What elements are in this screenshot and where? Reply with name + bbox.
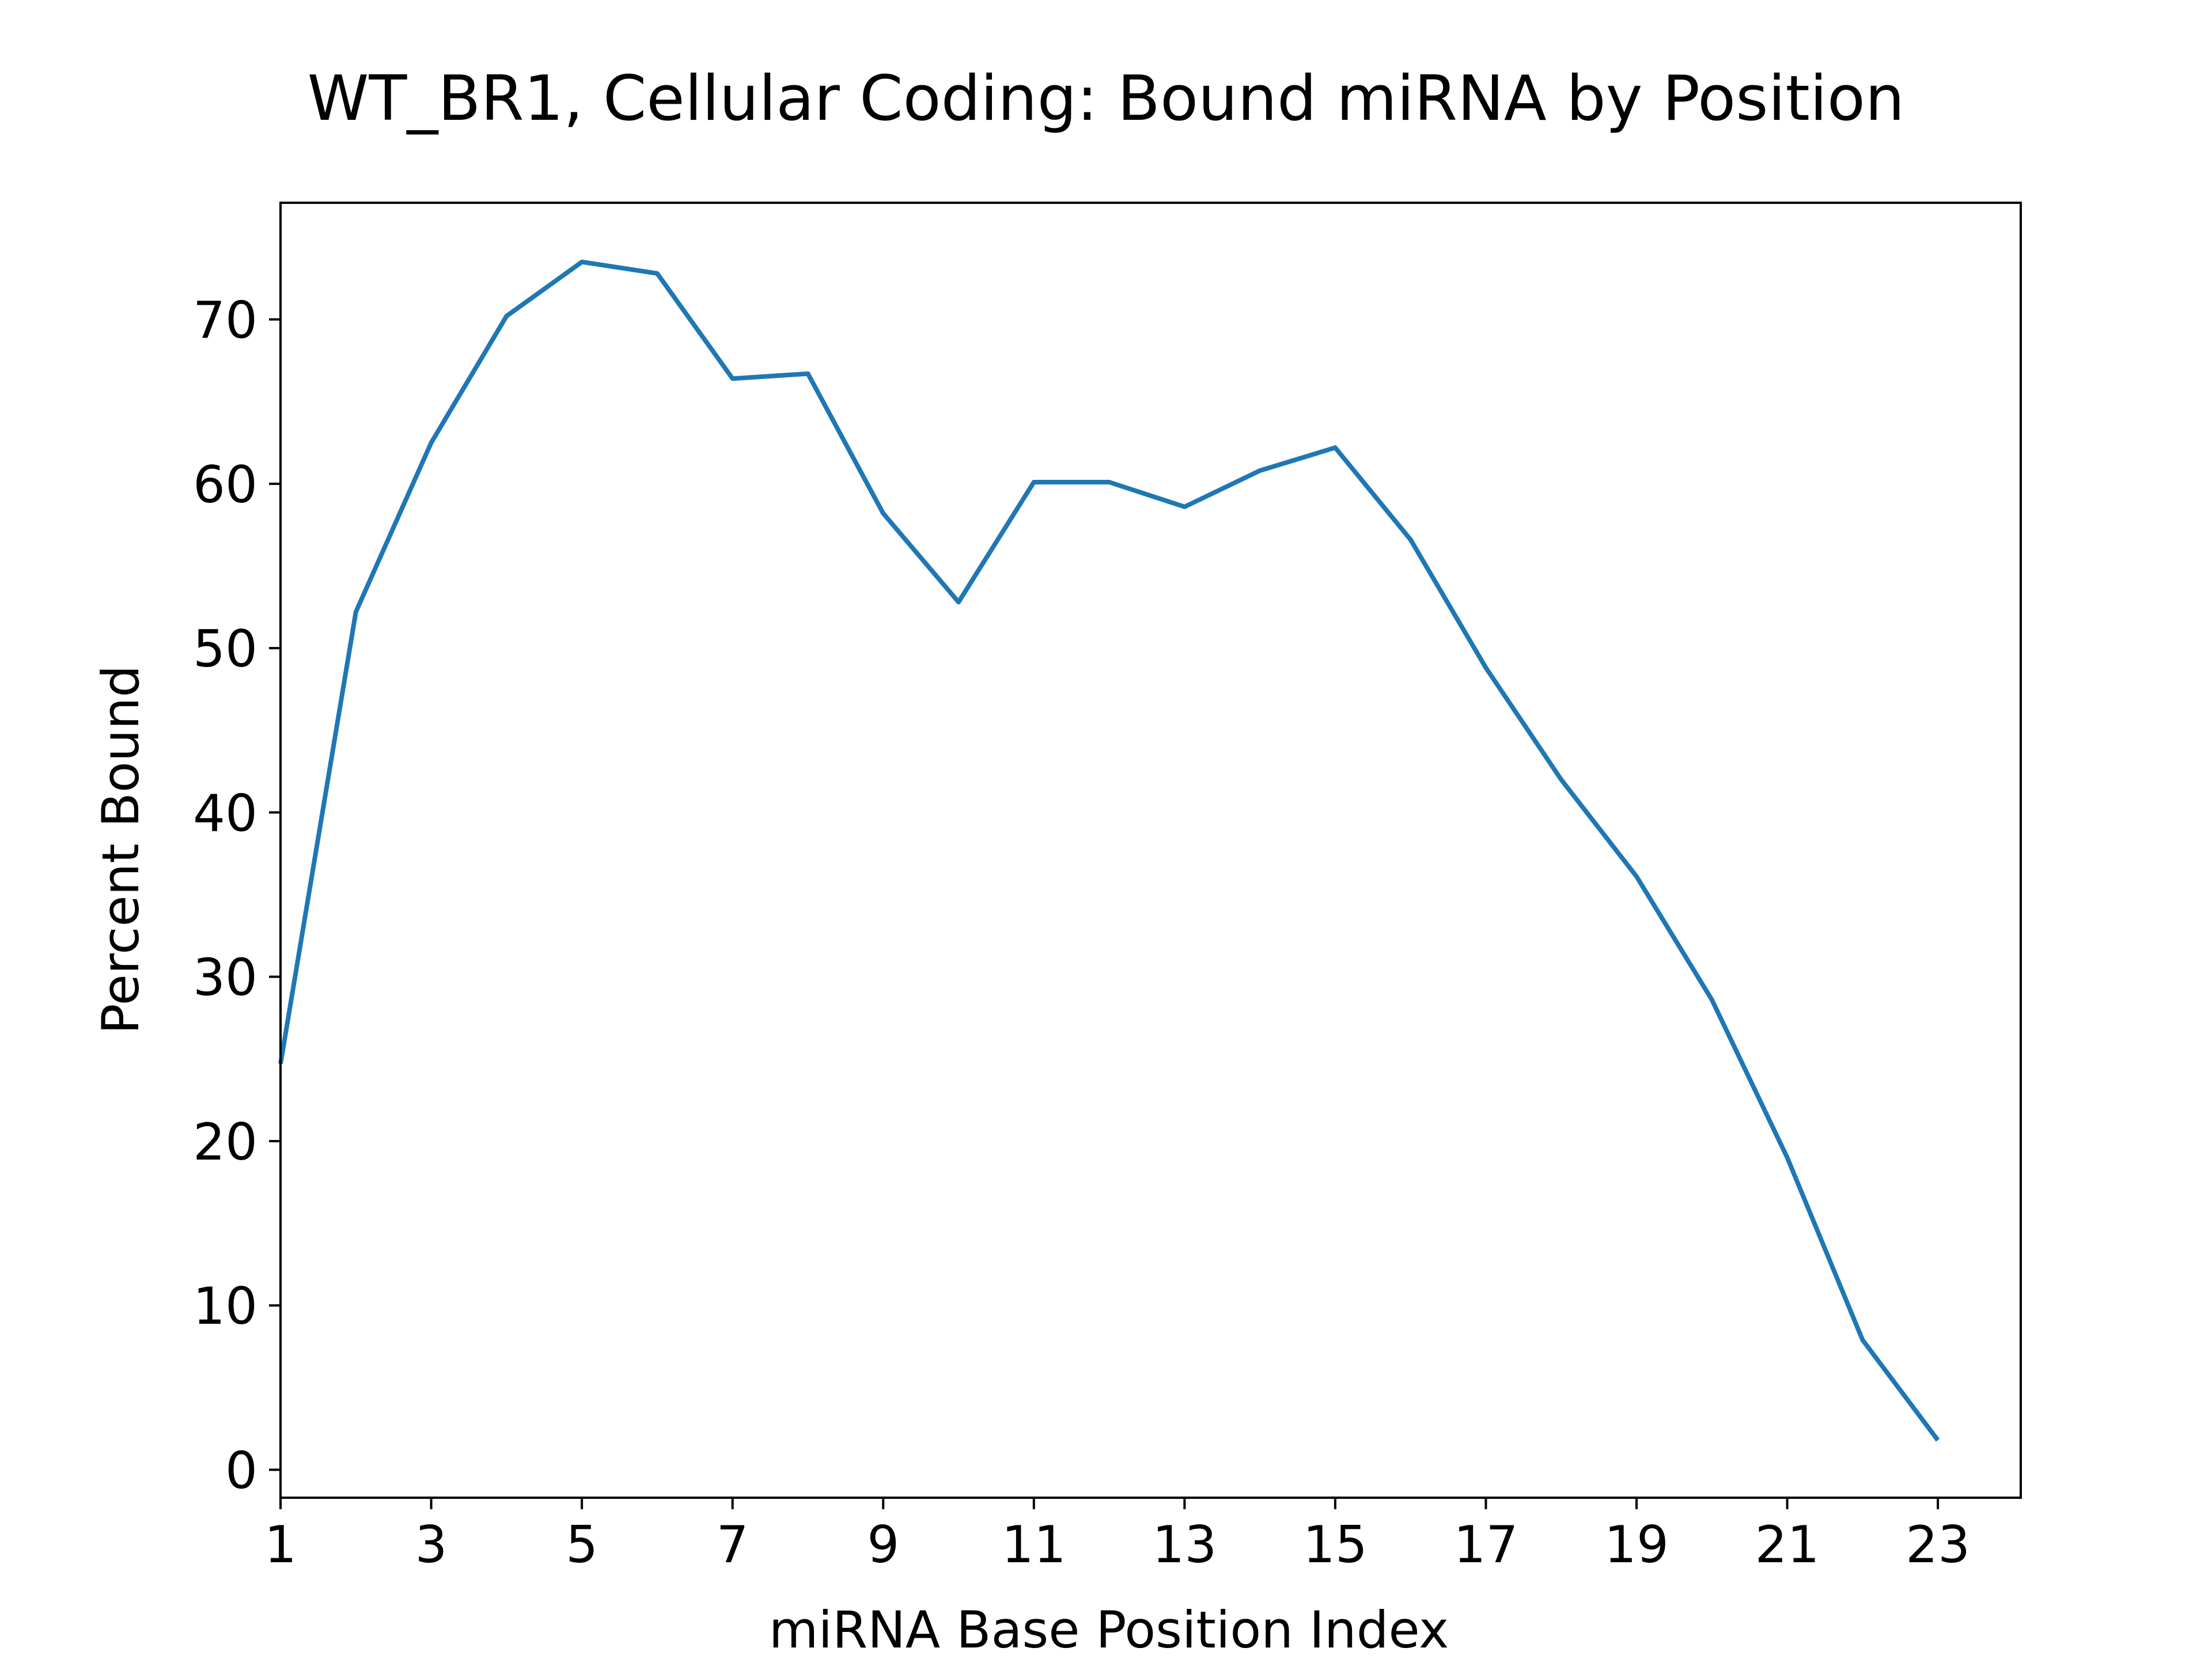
plot-area xyxy=(278,202,2022,1499)
x-tick-label: 9 xyxy=(867,1515,899,1574)
x-tick-label: 7 xyxy=(717,1515,749,1574)
x-tick-label: 13 xyxy=(1152,1515,1217,1574)
x-tick-label: 17 xyxy=(1453,1515,1518,1574)
y-axis-ticks: 0 10 20 30 40 50 60 70 xyxy=(193,291,281,1501)
x-tick-label: 23 xyxy=(1906,1515,1970,1574)
chart-title: WT_BR1, Cellular Coding: Bound miRNA by … xyxy=(308,63,1905,135)
y-tick-label: 50 xyxy=(193,619,257,679)
x-tick-label: 11 xyxy=(1002,1515,1066,1574)
y-tick-label: 70 xyxy=(193,291,257,350)
y-tick-label: 60 xyxy=(193,455,257,514)
series-line-1 xyxy=(278,259,1940,1442)
y-tick-label: 0 xyxy=(225,1441,257,1501)
x-tick-label: 21 xyxy=(1755,1515,1820,1574)
y-tick-label: 10 xyxy=(193,1277,257,1336)
x-axis-label: miRNA Base Position Index xyxy=(769,1600,1449,1659)
y-tick-label: 20 xyxy=(193,1112,257,1172)
y-tick-label: 30 xyxy=(193,948,257,1007)
x-tick-label: 15 xyxy=(1303,1515,1368,1574)
x-tick-label: 5 xyxy=(566,1515,598,1574)
y-tick-label: 40 xyxy=(193,783,257,843)
y-axis-label: Percent Bound xyxy=(91,665,150,1035)
x-tick-label: 1 xyxy=(264,1515,297,1574)
x-axis-ticks: 1 3 5 7 9 11 13 15 17 19 21 23 xyxy=(264,1498,1970,1574)
x-tick-label: 19 xyxy=(1604,1515,1669,1574)
x-tick-label: 3 xyxy=(415,1515,448,1574)
axes-frame xyxy=(279,202,2022,1499)
